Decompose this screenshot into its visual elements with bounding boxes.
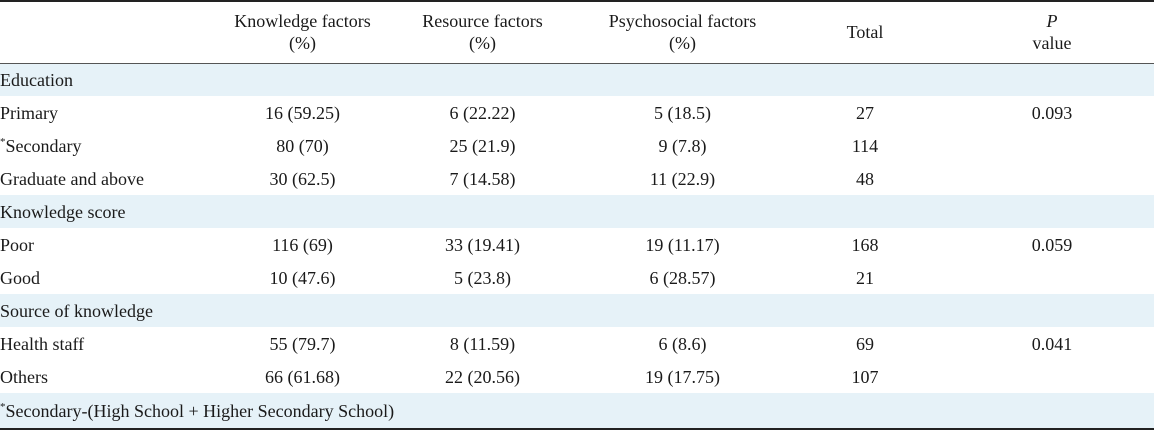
header-unit: value	[1032, 33, 1072, 54]
footnote-text: Secondary-(High School + Higher Secondar…	[5, 400, 395, 421]
cell-psychosocial: 9 (7.8)	[658, 135, 707, 156]
group-title: Education	[0, 69, 73, 90]
cell-knowledge: 80 (70)	[276, 135, 329, 156]
table-row: Good 10 (47.6) 5 (23.8) 6 (28.57) 21	[0, 261, 1154, 294]
cell-p-value	[950, 129, 1154, 162]
cell-resource: 33 (19.41)	[445, 234, 520, 255]
cell-total: 168	[851, 234, 879, 255]
table-row: Health staff 55 (79.7) 8 (11.59) 6 (8.6) 69 0…	[0, 327, 1154, 360]
table-row: Poor 116 (69) 33 (19.41) 19 (11.17) 168 0.059	[0, 228, 1154, 261]
header-stub	[0, 1, 225, 63]
table-row: Primary 16 (59.25) 6 (22.22) 5 (18.5) 27 0.09…	[0, 96, 1154, 129]
cell-knowledge: 16 (59.25)	[265, 102, 340, 123]
table-body: Education Primary 16 (59.25) 6 (22.22) 5 (18…	[0, 63, 1154, 429]
cell-total: 21	[856, 267, 874, 288]
header-text: Psychosocial factors	[608, 11, 757, 32]
row-label: Primary	[0, 102, 58, 123]
header-unit: (%)	[469, 33, 496, 54]
row-label-text: Secondary	[5, 135, 82, 156]
footnote-marker: *	[0, 400, 6, 413]
header-total: Total	[780, 1, 950, 63]
row-label: Others	[0, 366, 48, 387]
header-knowledge-factors: Knowledge factors (%)	[225, 1, 380, 63]
header-text: Knowledge factors	[234, 11, 371, 32]
header-text: Total	[846, 22, 884, 43]
cell-knowledge: 116 (69)	[272, 234, 333, 255]
table-row: Others 66 (61.68) 22 (20.56) 19 (17.75) 107	[0, 360, 1154, 393]
row-label: Poor	[0, 234, 35, 255]
group-header-row: Knowledge score	[0, 195, 1154, 228]
cell-p-value: 0.041	[1031, 333, 1073, 354]
cell-total: 48	[856, 168, 874, 189]
cell-p-value: 0.059	[1031, 234, 1073, 255]
row-label: Graduate and above	[0, 168, 144, 189]
cell-resource: 22 (20.56)	[445, 366, 520, 387]
cell-total: 107	[851, 366, 879, 387]
table-row: Graduate and above 30 (62.5) 7 (14.58) 11 (…	[0, 162, 1154, 195]
cell-p-value: 0.093	[1031, 102, 1073, 123]
header-unit: (%)	[289, 33, 316, 54]
cell-p-value	[950, 360, 1154, 393]
group-title: Knowledge score	[0, 201, 126, 222]
cell-psychosocial: 6 (8.6)	[658, 333, 707, 354]
table-row: *Secondary 80 (70) 25 (21.9) 9 (7.8) 114	[0, 129, 1154, 162]
cell-resource: 7 (14.58)	[449, 168, 516, 189]
cell-resource: 5 (23.8)	[454, 267, 511, 288]
cell-total: 114	[851, 135, 879, 156]
row-label: Good	[0, 267, 40, 288]
group-title: Source of knowledge	[0, 300, 153, 321]
footnote-row: *Secondary-(High School + Higher Seconda…	[0, 393, 1154, 429]
table-header-row: Knowledge factors (%) Resource factors (…	[0, 1, 1154, 63]
cell-p-value	[950, 261, 1154, 294]
group-header-row: Source of knowledge	[0, 294, 1154, 327]
cell-knowledge: 66 (61.68)	[265, 366, 340, 387]
header-resource-factors: Resource factors (%)	[380, 1, 585, 63]
footnote-marker: *	[0, 135, 6, 148]
cell-psychosocial: 19 (17.75)	[645, 366, 720, 387]
cell-resource: 6 (22.22)	[449, 102, 516, 123]
cell-psychosocial: 11 (22.9)	[649, 168, 716, 189]
cell-psychosocial: 19 (11.17)	[645, 234, 720, 255]
group-header-row: Education	[0, 63, 1154, 96]
cell-knowledge: 10 (47.6)	[269, 267, 336, 288]
cell-p-value	[950, 162, 1154, 195]
cell-resource: 25 (21.9)	[449, 135, 516, 156]
header-unit: (%)	[669, 33, 696, 54]
cell-psychosocial: 5 (18.5)	[654, 102, 711, 123]
cell-psychosocial: 6 (28.57)	[649, 267, 716, 288]
header-psychosocial-factors: Psychosocial factors (%)	[585, 1, 780, 63]
cell-resource: 8 (11.59)	[449, 333, 516, 354]
row-label: *Secondary	[0, 129, 225, 162]
cell-knowledge: 30 (62.5)	[269, 168, 336, 189]
cell-total: 69	[856, 333, 874, 354]
header-text: P	[1046, 11, 1058, 32]
cell-total: 27	[856, 102, 874, 123]
header-p-value: P value	[950, 1, 1154, 63]
cell-knowledge: 55 (79.7)	[269, 333, 336, 354]
header-text: Resource factors	[422, 11, 543, 32]
row-label: Health staff	[0, 333, 85, 354]
footnote: *Secondary-(High School + Higher Seconda…	[0, 393, 1154, 429]
